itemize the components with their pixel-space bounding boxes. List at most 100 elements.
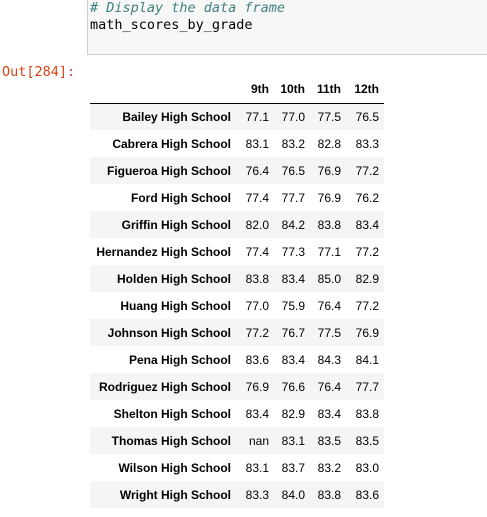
row-index-label: Pena High School: [128, 352, 231, 367]
row-index-label: Hernandez High School: [96, 244, 231, 259]
table-cell: 83.3: [355, 136, 379, 151]
table-cell: 77.2: [355, 244, 379, 259]
table-cell: 77.0: [245, 298, 269, 313]
table-row: Huang High School 77.0 75.9 76.4 77.2: [90, 292, 384, 319]
table-cell: 83.1: [281, 433, 305, 448]
table-cell: 83.4: [281, 352, 305, 367]
table-cell: 76.9: [317, 190, 341, 205]
table-cell: 83.3: [245, 487, 269, 502]
table-cell: 75.9: [281, 298, 305, 313]
table-cell: 76.9: [245, 379, 269, 394]
table-row: Wright High School 83.3 84.0 83.8 83.6: [90, 481, 384, 508]
row-index-label: Holden High School: [117, 271, 231, 286]
table-cell: 83.0: [355, 460, 379, 475]
table-cell: 83.6: [355, 487, 379, 502]
table-cell: 77.3: [281, 244, 305, 259]
table-row: Ford High School 77.4 77.7 76.9 76.2: [90, 184, 384, 211]
row-index-label: Griffin High School: [121, 217, 231, 232]
table-cell: 83.1: [245, 136, 269, 151]
row-index-label: Shelton High School: [113, 406, 231, 421]
column-header-10th: 10th: [274, 76, 310, 104]
table-cell: 83.8: [355, 406, 379, 421]
table-cell: 77.2: [355, 298, 379, 313]
row-index-label: Rodriguez High School: [99, 379, 231, 394]
table-cell: 76.9: [317, 163, 341, 178]
table-cell: 82.9: [281, 406, 305, 421]
table-cell: 83.5: [355, 433, 379, 448]
row-index-label: Bailey High School: [122, 109, 231, 124]
row-index-label: Cabrera High School: [112, 136, 231, 151]
table-cell: 77.5: [317, 325, 341, 340]
table-cell: 83.8: [317, 217, 341, 232]
code-cell[interactable]: # Display the data frame math_scores_by_…: [87, 0, 487, 55]
table-row: Cabrera High School 83.1 83.2 82.8 83.3: [90, 130, 384, 157]
dataframe-table: 9th 10th 11th 12th Bailey High School 77…: [90, 76, 384, 508]
table-cell: 83.2: [317, 460, 341, 475]
table-cell: 82.9: [355, 271, 379, 286]
table-cell: 83.4: [245, 406, 269, 421]
table-cell: 77.2: [245, 325, 269, 340]
table-cell: 76.9: [355, 325, 379, 340]
table-cell: 83.6: [245, 352, 269, 367]
row-index-label: Ford High School: [131, 190, 231, 205]
table-cell: 82.8: [317, 136, 341, 151]
table-row: Johnson High School 77.2 76.7 77.5 76.9: [90, 319, 384, 346]
table-cell: 83.8: [317, 487, 341, 502]
code-comment: # Display the data frame: [90, 0, 286, 16]
table-row: Griffin High School 82.0 84.2 83.8 83.4: [90, 211, 384, 238]
table-cell: 83.1: [245, 460, 269, 475]
row-index-label: Wilson High School: [118, 460, 231, 475]
table-cell: 83.8: [245, 271, 269, 286]
table-row: Thomas High School nan 83.1 83.5 83.5: [90, 427, 384, 454]
column-header-9th: 9th: [236, 76, 274, 104]
table-row: Rodriguez High School 76.9 76.6 76.4 77.…: [90, 373, 384, 400]
row-index-label: Johnson High School: [107, 325, 231, 340]
table-row: Wilson High School 83.1 83.7 83.2 83.0: [90, 454, 384, 481]
table-cell: 76.2: [355, 190, 379, 205]
table-cell: 77.1: [317, 244, 341, 259]
table-cell: 76.4: [317, 379, 341, 394]
table-cell: 77.4: [245, 244, 269, 259]
table-cell: 76.6: [281, 379, 305, 394]
table-cell: 76.7: [281, 325, 305, 340]
table-cell: 83.7: [281, 460, 305, 475]
table-cell: 84.3: [317, 352, 341, 367]
table-cell: 77.4: [245, 190, 269, 205]
table-cell: 76.5: [355, 109, 379, 124]
row-index-label: Huang High School: [120, 298, 231, 313]
table-cell: 84.1: [355, 352, 379, 367]
table-row: Pena High School 83.6 83.4 84.3 84.1: [90, 346, 384, 373]
table-cell: 77.2: [355, 163, 379, 178]
table-cell: 84.0: [281, 487, 305, 502]
table-row: Hernandez High School 77.4 77.3 77.1 77.…: [90, 238, 384, 265]
table-row: Holden High School 83.8 83.4 85.0 82.9: [90, 265, 384, 292]
index-header: [90, 76, 236, 104]
table-cell: 83.4: [281, 271, 305, 286]
table-cell: 77.7: [355, 379, 379, 394]
table-cell: 83.2: [281, 136, 305, 151]
table-cell: nan: [248, 433, 269, 448]
row-index-label: Thomas High School: [111, 433, 231, 448]
table-row: Shelton High School 83.4 82.9 83.4 83.8: [90, 400, 384, 427]
table-cell: 84.2: [281, 217, 305, 232]
table-cell: 85.0: [317, 271, 341, 286]
table-cell: 76.4: [317, 298, 341, 313]
table-cell: 83.4: [355, 217, 379, 232]
table-cell: 76.4: [245, 163, 269, 178]
column-header-11th: 11th: [310, 76, 346, 104]
table-cell: 77.1: [245, 109, 269, 124]
column-header-12th: 12th: [346, 76, 384, 104]
table-cell: 82.0: [245, 217, 269, 232]
table-cell: 83.5: [317, 433, 341, 448]
table-cell: 77.0: [281, 109, 305, 124]
output-prompt: Out[284]:: [2, 64, 76, 80]
row-index-label: Figueroa High School: [106, 163, 231, 178]
table-cell: 83.4: [317, 406, 341, 421]
row-index-label: Wright High School: [119, 487, 231, 502]
table-row: Bailey High School 77.1 77.0 77.5 76.5: [90, 103, 384, 130]
table-header-row: 9th 10th 11th 12th: [90, 76, 384, 104]
table-cell: 76.5: [281, 163, 305, 178]
code-line: math_scores_by_grade: [90, 17, 253, 33]
table-row: Figueroa High School 76.4 76.5 76.9 77.2: [90, 157, 384, 184]
table-cell: 77.7: [281, 190, 305, 205]
